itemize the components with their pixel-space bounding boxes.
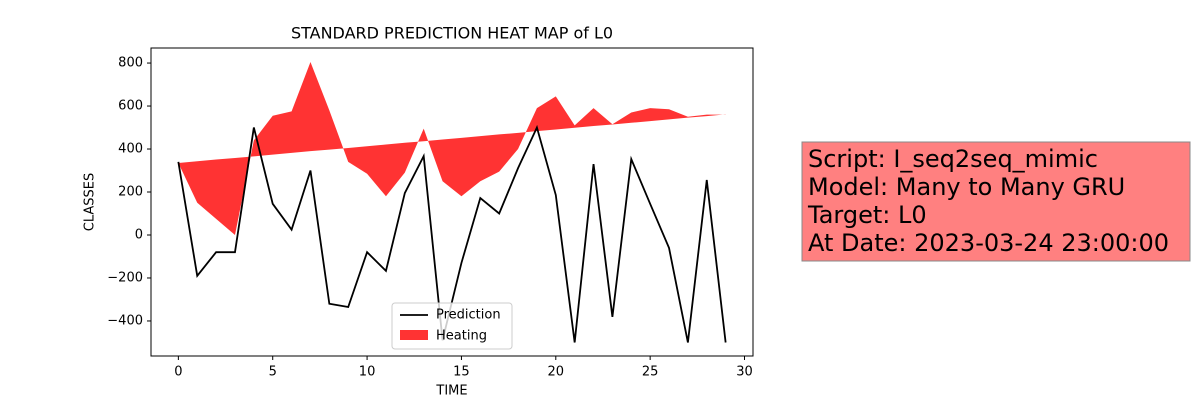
x-tick-label: 5	[269, 365, 277, 380]
x-tick-label: 0	[174, 365, 182, 380]
y-tick-label: −400	[107, 313, 143, 328]
x-axis-label: TIME	[435, 384, 467, 399]
x-tick-label: 20	[548, 365, 565, 380]
y-tick-label: 200	[118, 185, 143, 200]
heating-area	[178, 61, 726, 235]
chart-title: STANDARD PREDICTION HEAT MAP of L0	[291, 24, 613, 43]
y-tick-label: 0	[135, 227, 143, 242]
x-tick-label: 15	[453, 365, 470, 380]
y-axis-label: CLASSES	[83, 173, 98, 231]
annotation-line: At Date: 2023-03-24 23:00:00	[808, 229, 1169, 257]
plot-frame	[150, 47, 754, 357]
prediction-line	[177, 124, 727, 343]
y-tick-label: 600	[118, 99, 143, 114]
legend-label: Prediction	[436, 308, 501, 323]
x-tick-label: 30	[736, 365, 753, 380]
y-tick-label: 400	[118, 142, 143, 157]
y-tick-label: −200	[107, 270, 143, 285]
annotation-line: Script: I_seq2seq_mimic	[808, 145, 1098, 173]
y-tick-label: 800	[118, 56, 143, 71]
x-tick-label: 10	[359, 365, 376, 380]
legend-swatch	[400, 330, 428, 340]
legend-label: Heating	[436, 329, 487, 344]
annotation-line: Model: Many to Many GRU	[808, 173, 1125, 201]
x-tick-label: 25	[642, 365, 659, 380]
annotation-box	[801, 141, 1191, 262]
annotation-line: Target: L0	[807, 201, 927, 229]
